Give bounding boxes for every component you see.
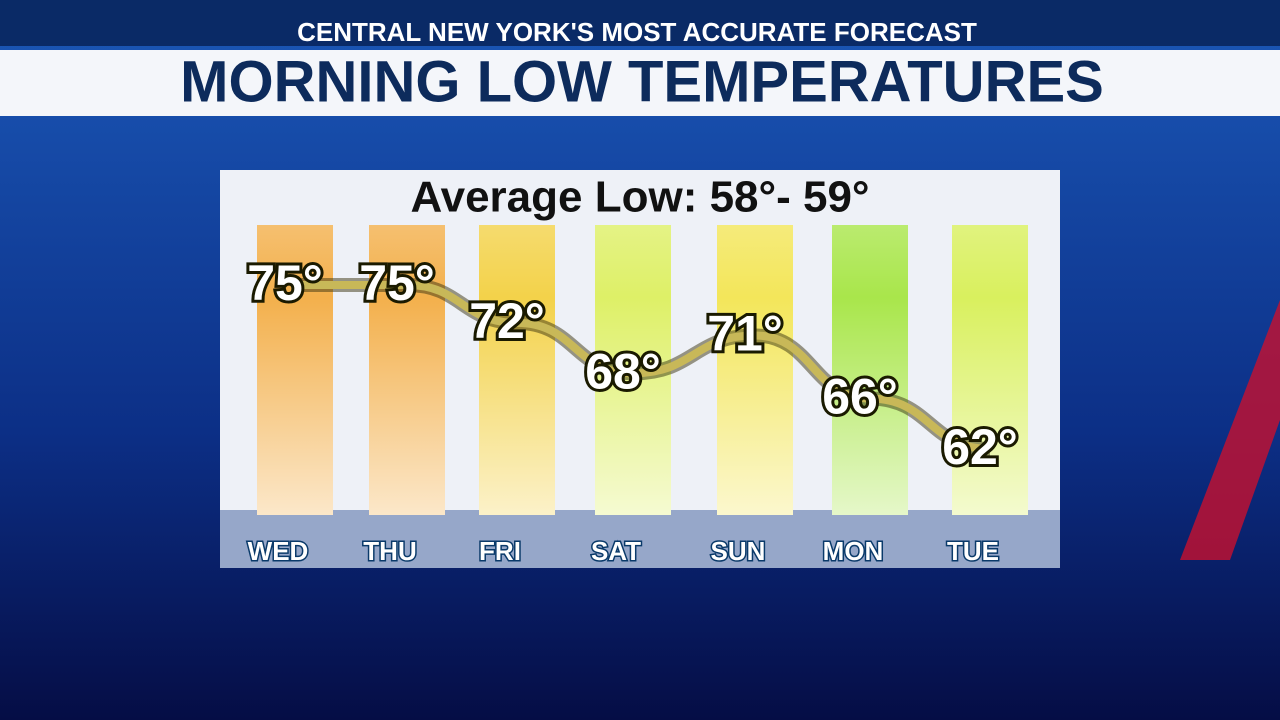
value-label: 71°: [707, 306, 783, 362]
annotation: Average Low: 58°- 59°: [410, 173, 869, 222]
label-strip: [220, 510, 1060, 568]
title-band: [0, 50, 1280, 116]
value-label: 62°: [942, 419, 1018, 475]
x-tick-label: MON: [823, 536, 884, 566]
column-shade: [479, 225, 555, 515]
decor-stripe: [1180, 300, 1280, 560]
column-shade: [369, 225, 445, 515]
column-shade: [832, 225, 908, 515]
x-tick-label: THU: [363, 536, 416, 566]
value-label: 75°: [247, 255, 323, 311]
title: MORNING LOW TEMPERATURES: [180, 49, 1104, 114]
x-tick-label: TUE: [947, 536, 999, 566]
column-shade: [717, 225, 793, 515]
value-label: 72°: [469, 293, 545, 349]
top-band: [0, 0, 1280, 46]
column-shade: [952, 225, 1028, 515]
column-shade: [257, 225, 333, 515]
x-tick-label: WED: [248, 536, 309, 566]
subtitle: CENTRAL NEW YORK'S MOST ACCURATE FORECAS…: [297, 17, 977, 47]
x-tick-label: SAT: [591, 536, 641, 566]
x-tick-label: SUN: [711, 536, 766, 566]
value-label: 66°: [822, 369, 898, 425]
x-tick-label: FRI: [479, 536, 521, 566]
temp-line: [295, 280, 991, 453]
value-label: 68°: [585, 344, 661, 400]
value-label: 75°: [359, 255, 435, 311]
